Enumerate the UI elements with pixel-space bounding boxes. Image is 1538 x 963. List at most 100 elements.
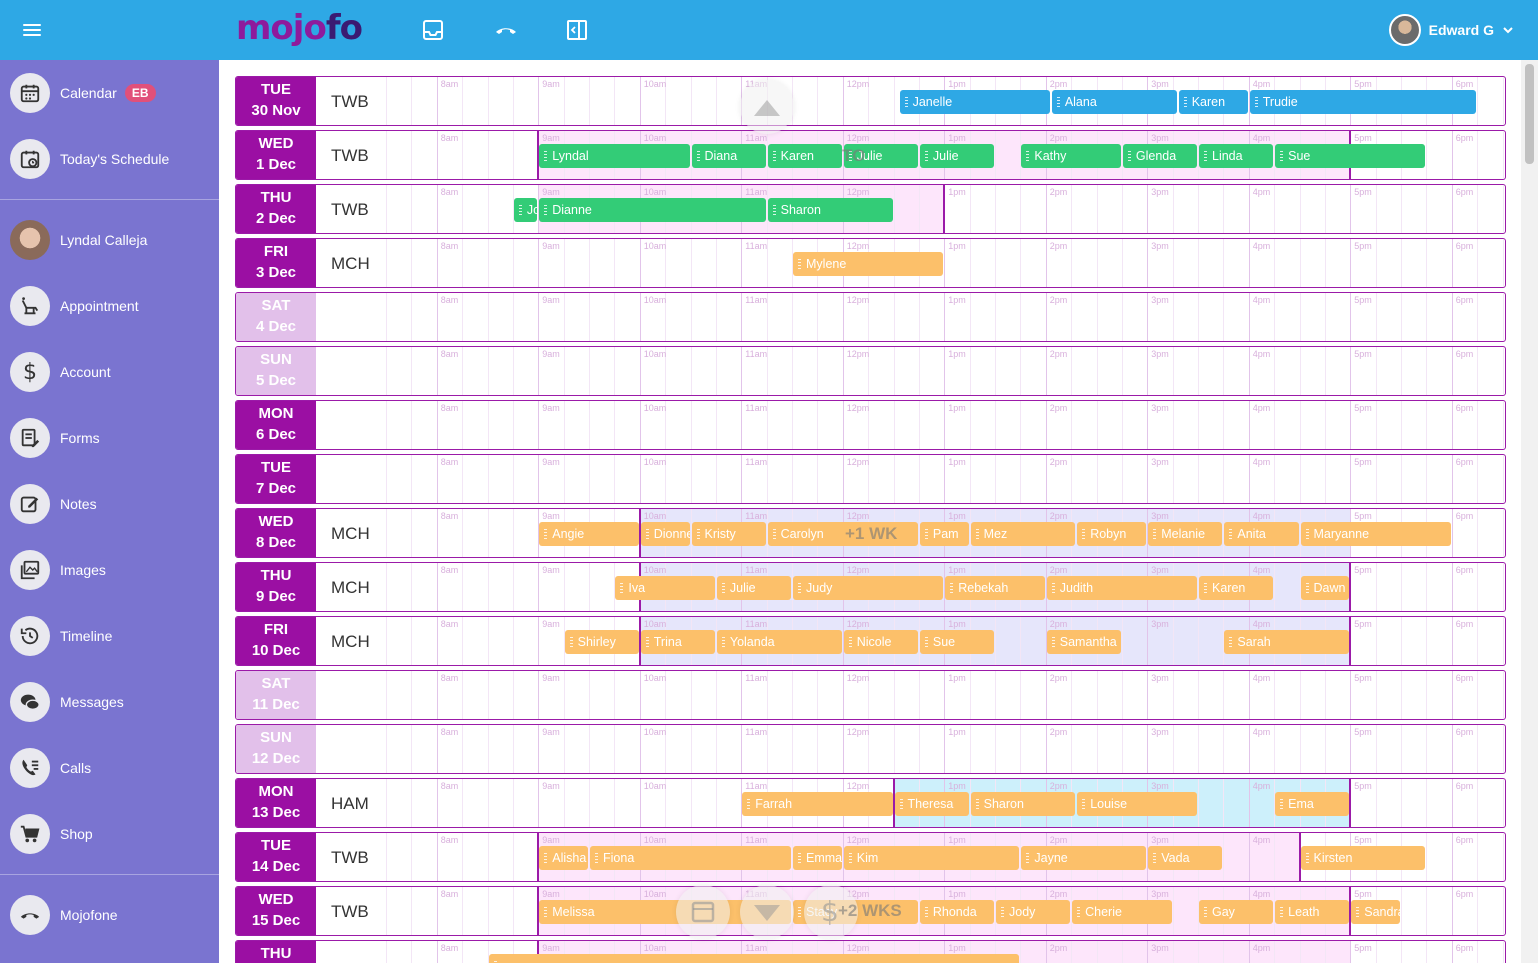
appointment-block[interactable]: Julie — [716, 576, 791, 600]
day-row[interactable]: WED 8 Dec MCH 8am 9am 10am 11am 12pm 1pm 2pm 3pm 4p… — [235, 508, 1506, 558]
day-row[interactable]: SAT 4 Dec 8am 9am 10am 11am 12pm 1pm 2pm 3pm 4pm 5p… — [235, 292, 1506, 342]
appointment-block[interactable]: Julie — [919, 144, 994, 168]
vertical-scrollbar[interactable] — [1521, 60, 1538, 963]
time-grid[interactable]: 8am 9am 10am 11am 12pm 1pm 2pm 3pm 4pm 5pm 6pm Lynd… — [386, 131, 1505, 179]
time-grid[interactable]: 8am 9am 10am 11am 12pm 1pm 2pm 3pm 4pm 5pm 6pm — [386, 941, 1505, 963]
appointment-block[interactable]: Glenda — [1122, 144, 1197, 168]
day-label[interactable]: SUN 12 Dec — [236, 725, 316, 773]
appointment-block[interactable]: Pam — [919, 522, 969, 546]
sidebar-item-calendar[interactable]: Calendar EB — [10, 73, 215, 113]
appointment-block[interactable]: Kathy — [1021, 144, 1121, 168]
appointment-block[interactable]: Sharon — [767, 198, 893, 222]
appointment-block[interactable]: Judy — [793, 576, 944, 600]
appointment-block[interactable]: Jody — [996, 900, 1071, 924]
appointment-block[interactable]: Judith — [1046, 576, 1197, 600]
appointment-block[interactable]: Trudie — [1249, 90, 1477, 114]
day-label[interactable]: FRI 3 Dec — [236, 239, 316, 287]
appointment-block[interactable]: Sue — [919, 630, 994, 654]
day-row[interactable]: MON 6 Dec 8am 9am 10am 11am 12pm 1pm 2pm 3pm 4pm 5p… — [235, 400, 1506, 450]
day-label[interactable]: WED 1 Dec — [236, 131, 316, 179]
appointment-block[interactable]: Lyndal — [539, 144, 690, 168]
time-grid[interactable]: 8am 9am 10am 11am 12pm 1pm 2pm 3pm 4pm 5pm 6pm — [386, 347, 1505, 395]
user-menu[interactable]: Edward G — [1388, 14, 1514, 46]
appointment-block[interactable]: Carolyn — [767, 522, 918, 546]
appointment-block[interactable]: Robyn — [1077, 522, 1147, 546]
appointment-block[interactable]: Yolanda — [716, 630, 842, 654]
appointment-block[interactable]: Sharon — [970, 792, 1076, 816]
appointment-block[interactable]: Mylene — [793, 252, 944, 276]
appointment-block[interactable]: Janelle — [899, 90, 1050, 114]
time-grid[interactable]: 8am 9am 10am 11am 12pm 1pm 2pm 3pm 4pm 5pm 6pm — [386, 455, 1505, 503]
appointment-block[interactable]: Karen — [767, 144, 842, 168]
scroll-down-button[interactable] — [740, 885, 794, 939]
day-row[interactable]: TUE 14 Dec TWB 8am 9am 10am 11am 12pm 1pm 2pm 3pm 4… — [235, 832, 1506, 882]
inbox-icon[interactable] — [421, 18, 445, 42]
time-grid[interactable]: 8am 9am 10am 11am 12pm 1pm 2pm 3pm 4pm 5pm 6pm Angi… — [386, 509, 1505, 557]
day-label[interactable]: MON 6 Dec — [236, 401, 316, 449]
sidebar-item-timeline[interactable]: Timeline — [10, 616, 215, 656]
appointment-block[interactable]: Mez — [970, 522, 1076, 546]
day-row[interactable]: SUN 5 Dec 8am 9am 10am 11am 12pm 1pm 2pm 3pm 4pm 5p… — [235, 346, 1506, 396]
day-row[interactable]: TUE 7 Dec 8am 9am 10am 11am 12pm 1pm 2pm 3pm 4pm 5p… — [235, 454, 1506, 504]
sidebar-item-appointment[interactable]: Appointment — [10, 286, 215, 326]
time-grid[interactable]: 8am 9am 10am 11am 12pm 1pm 2pm 3pm 4pm 5pm 6pm Iva J… — [386, 563, 1505, 611]
sidebar-item-patient[interactable]: Lyndal Calleja — [10, 220, 215, 260]
sidebar-item-calls[interactable]: Calls — [10, 748, 215, 788]
day-row[interactable]: THU 2 Dec TWB 8am 9am 10am 11am 12pm 1pm 2pm 3pm 4p… — [235, 184, 1506, 234]
appointment-block[interactable]: Sarah — [1224, 630, 1350, 654]
day-label[interactable]: WED 15 Dec — [236, 887, 316, 935]
time-grid[interactable]: 8am 9am 10am 11am 12pm 1pm 2pm 3pm 4pm 5pm 6pm — [386, 671, 1505, 719]
sidebar-item-forms[interactable]: Forms — [10, 418, 215, 458]
side-panel-icon[interactable] — [565, 18, 589, 42]
day-row[interactable]: SUN 12 Dec 8am 9am 10am 11am 12pm 1pm 2pm 3pm 4pm 5… — [235, 724, 1506, 774]
phone-icon[interactable] — [494, 18, 518, 42]
day-label[interactable]: TUE 14 Dec — [236, 833, 316, 881]
appointment-block[interactable]: Julie — [843, 144, 918, 168]
scrollbar-thumb[interactable] — [1525, 64, 1534, 164]
appointment-block[interactable]: Maryanne — [1300, 522, 1451, 546]
day-label[interactable]: SAT 11 Dec — [236, 671, 316, 719]
sidebar-item-account[interactable]: $ Account — [10, 352, 215, 392]
appointment-block[interactable]: Kirsten — [1300, 846, 1426, 870]
day-label[interactable]: THU — [236, 941, 316, 963]
appointment-block[interactable]: Nicole — [843, 630, 918, 654]
time-grid[interactable]: 8am 9am 10am 11am 12pm 1pm 2pm 3pm 4pm 5pm 6pm Shir… — [386, 617, 1505, 665]
day-row[interactable]: FRI 10 Dec MCH 8am 9am 10am 11am 12pm 1pm 2pm 3pm 4… — [235, 616, 1506, 666]
appointment-block[interactable]: Anita — [1224, 522, 1299, 546]
day-label[interactable]: SUN 5 Dec — [236, 347, 316, 395]
day-row[interactable]: THU 9 Dec MCH 8am 9am 10am 11am 12pm 1pm 2pm 3pm 4p… — [235, 562, 1506, 612]
day-row[interactable]: SAT 11 Dec 8am 9am 10am 11am 12pm 1pm 2pm 3pm 4pm 5… — [235, 670, 1506, 720]
appointment-block[interactable]: Linda — [1199, 144, 1274, 168]
calendar-shortcut-button[interactable] — [676, 885, 730, 939]
appointment-block[interactable]: Karen — [1199, 576, 1274, 600]
appointment-block[interactable]: Emma — [793, 846, 842, 870]
appointment-block[interactable]: Rebekah — [945, 576, 1045, 600]
sidebar-item-images[interactable]: Images — [10, 550, 215, 590]
day-label[interactable]: SAT 4 Dec — [236, 293, 316, 341]
day-label[interactable]: TUE 30 Nov — [236, 77, 316, 125]
appointment-block[interactable]: Iva — [615, 576, 715, 600]
scroll-up-button[interactable] — [740, 80, 794, 134]
account-shortcut-button[interactable]: $ — [804, 885, 858, 939]
appointment-block[interactable]: Shirley — [564, 630, 639, 654]
appointment-block[interactable]: Ema — [1275, 792, 1350, 816]
appointment-block[interactable]: Sandra — [1351, 900, 1400, 924]
app-logo[interactable]: mojofo — [236, 8, 363, 48]
time-grid[interactable]: 8am9am10am11am12pm1pm2pm3pm4pm5pm6pmJane… — [386, 77, 1505, 125]
appointment-block[interactable]: Alana — [1051, 90, 1177, 114]
day-row[interactable]: FRI 3 Dec MCH 8am 9am 10am 11am 12pm 1pm 2pm 3pm 4p… — [235, 238, 1506, 288]
appointment-block[interactable]: Sue — [1275, 144, 1426, 168]
appointment-block[interactable]: Jayne — [1021, 846, 1147, 870]
appointment-block[interactable]: Karen — [1178, 90, 1248, 114]
appointment-block[interactable]: Farrah — [742, 792, 893, 816]
appointment-block[interactable]: Dionne — [640, 522, 690, 546]
time-grid[interactable]: 8am 9am 10am 11am 12pm 1pm 2pm 3pm 4pm 5pm 6pm — [386, 293, 1505, 341]
appointment-block[interactable]: Samantha — [1046, 630, 1121, 654]
sidebar-item-notes[interactable]: Notes — [10, 484, 215, 524]
time-grid[interactable]: 8am 9am 10am 11am 12pm 1pm 2pm 3pm 4pm 5pm 6pm Joan… — [386, 185, 1505, 233]
appointment-block[interactable]: Theresa — [894, 792, 969, 816]
day-label[interactable]: TUE 7 Dec — [236, 455, 316, 503]
time-grid[interactable]: 8am 9am 10am 11am 12pm 1pm 2pm 3pm 4pm 5pm 6pm Alis… — [386, 833, 1505, 881]
